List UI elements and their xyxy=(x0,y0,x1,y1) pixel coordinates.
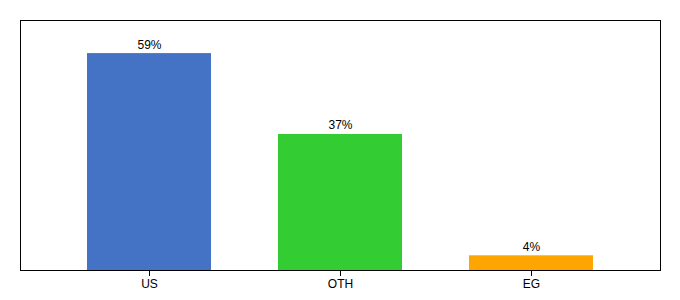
svg-text:EG: EG xyxy=(523,277,540,291)
svg-text:US: US xyxy=(141,277,158,291)
svg-text:4%: 4% xyxy=(523,240,541,254)
svg-text:59%: 59% xyxy=(137,38,161,52)
svg-text:37%: 37% xyxy=(328,118,352,132)
svg-text:OTH: OTH xyxy=(328,277,353,291)
